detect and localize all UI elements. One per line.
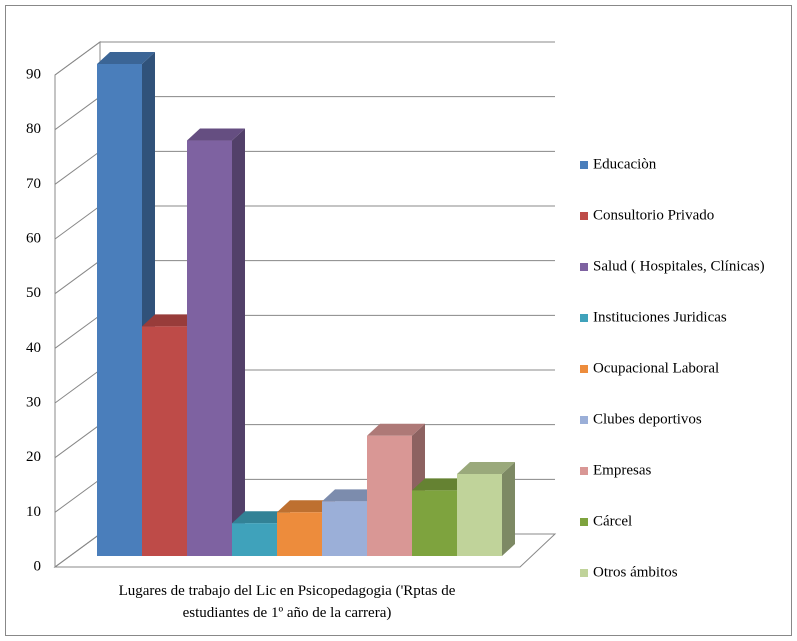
legend-label: Instituciones Juridicas (593, 309, 727, 325)
bar-top (97, 52, 155, 64)
legend-swatch (580, 416, 588, 424)
grid-line (54, 41, 555, 76)
y-tick-label: 90 (26, 66, 41, 82)
legend-label: Otros ámbitos (593, 564, 678, 580)
bar-top (322, 489, 380, 502)
bar (367, 435, 412, 556)
bar-top (232, 511, 290, 524)
bar-top (142, 314, 200, 327)
y-tick-label: 0 (34, 558, 42, 574)
y-tick-label: 10 (26, 504, 41, 520)
bar (232, 523, 277, 556)
legend-label: Salud ( Hospitales, Clínicas) (593, 258, 765, 274)
legend-swatch (580, 365, 588, 373)
legend-label: Educaciòn (593, 156, 657, 172)
legend-swatch (580, 569, 588, 577)
y-tick-label: 40 (26, 340, 41, 356)
bar-side (502, 462, 515, 556)
legend-label: Consultorio Privado (593, 207, 714, 223)
legend-swatch (580, 518, 588, 526)
bar-top (412, 478, 470, 491)
legend-swatch (580, 212, 588, 220)
bar (457, 474, 502, 556)
category-label: Lugares de trabajo del Lic en Psicopedag… (118, 583, 456, 621)
y-tick-label: 20 (26, 449, 41, 465)
legend-label: Cárcel (593, 513, 632, 529)
y-tick-label: 50 (26, 285, 41, 301)
bar (322, 501, 367, 556)
bar-side (232, 128, 245, 557)
legend-label: Ocupacional Laboral (593, 360, 719, 376)
legend-swatch (580, 314, 588, 322)
y-tick-label: 60 (26, 230, 41, 246)
bar (187, 140, 232, 557)
bar (142, 326, 187, 556)
bar-top (457, 462, 515, 474)
legend-label: Clubes deportivos (593, 411, 702, 427)
bar (277, 512, 322, 556)
y-tick-label: 70 (26, 176, 41, 192)
bar-top (187, 128, 245, 141)
y-tick-label: 30 (26, 394, 41, 410)
bar (97, 64, 142, 556)
legend-swatch (580, 161, 588, 169)
legend-label: Empresas (593, 462, 651, 478)
bar (412, 490, 457, 556)
legend-swatch (580, 467, 588, 475)
y-tick-label: 80 (26, 121, 41, 137)
bar-top (277, 500, 335, 513)
bar-top (367, 423, 425, 436)
legend-swatch (580, 263, 588, 271)
